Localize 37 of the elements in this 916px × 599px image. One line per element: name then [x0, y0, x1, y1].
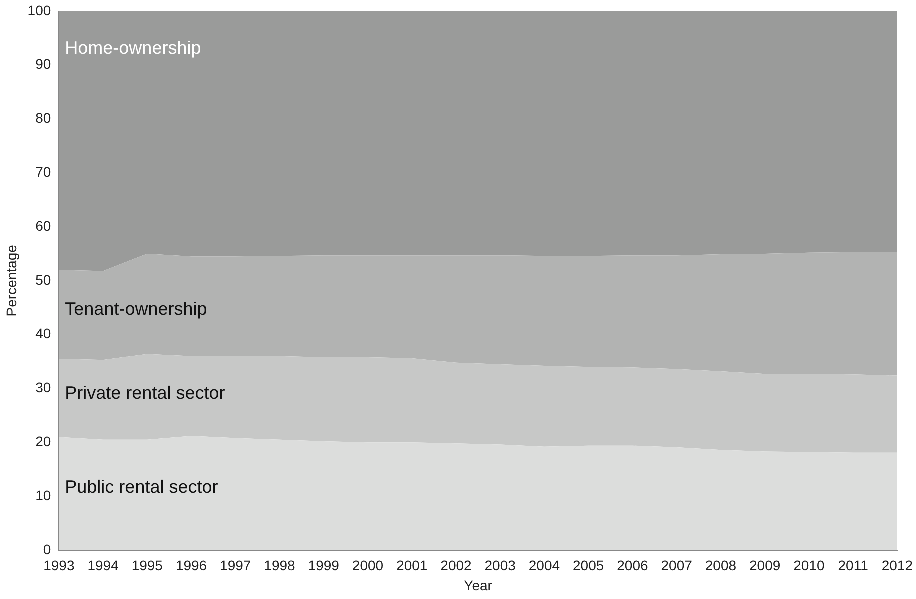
- series-label: Public rental sector: [65, 477, 218, 498]
- x-tick-label: 1997: [220, 558, 252, 574]
- y-tick-label: 30: [36, 380, 52, 396]
- x-tick-label: 2007: [661, 558, 693, 574]
- y-tick-label: 60: [36, 218, 52, 234]
- y-tick-label: 70: [36, 164, 52, 180]
- x-tick-label: 2001: [396, 558, 428, 574]
- y-tick-label: 90: [36, 56, 52, 72]
- y-tick-label: 0: [43, 541, 52, 558]
- y-tick-label: 50: [36, 272, 52, 288]
- x-tick-label: 2000: [352, 558, 384, 574]
- x-tick-label: 2009: [749, 558, 781, 574]
- x-tick-label: 2006: [617, 558, 648, 574]
- x-axis-title: Year: [464, 577, 493, 594]
- x-tick-label: 1999: [308, 558, 340, 574]
- series-label: Home-ownership: [65, 38, 202, 58]
- x-tick-label: 2003: [484, 558, 516, 574]
- series-label: Private rental sector: [65, 383, 226, 404]
- x-tick-label: 2011: [838, 558, 869, 574]
- x-tick-label: 1993: [44, 558, 75, 574]
- x-tick-label: 1995: [132, 558, 164, 574]
- y-tick-label: 10: [36, 487, 52, 504]
- x-tick-label: 1994: [88, 558, 120, 574]
- x-tick-label: 2005: [573, 558, 604, 574]
- x-tick-label: 2010: [794, 558, 825, 574]
- x-tick-label: 1998: [264, 558, 296, 574]
- y-tick-label: 100: [28, 2, 52, 18]
- x-tick-label: 2012: [882, 558, 914, 574]
- x-tick-label: 2004: [528, 558, 560, 574]
- y-tick-label: 20: [36, 433, 52, 450]
- x-tick-label: 1996: [176, 558, 208, 574]
- x-tick-label: 2002: [440, 558, 472, 574]
- series-label: Tenant-ownership: [65, 299, 208, 320]
- x-tick-label: 2008: [705, 558, 737, 574]
- y-axis-title: Percentage: [3, 244, 20, 317]
- y-tick-label: 80: [36, 110, 52, 126]
- y-tick-label: 40: [36, 326, 52, 342]
